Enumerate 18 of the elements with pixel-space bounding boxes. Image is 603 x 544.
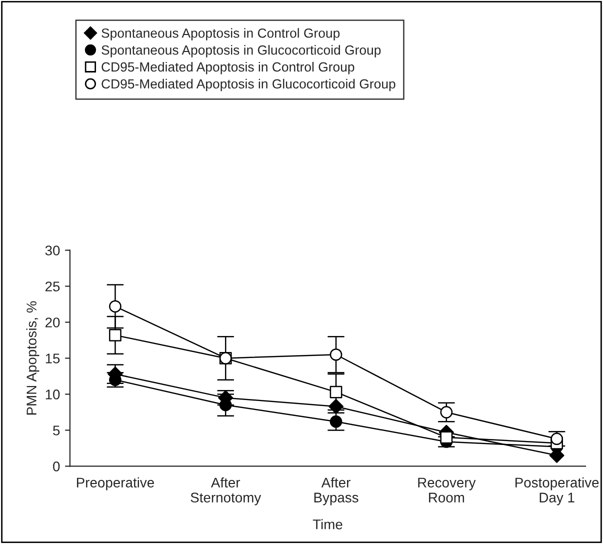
x-axis-title: Time bbox=[312, 519, 342, 530]
x-tick-label: Postoperative Day 1 bbox=[515, 477, 599, 506]
y-tick-label: 30 bbox=[45, 246, 60, 256]
legend-label: Spontaneous Apoptosis in Glucocorticoid Group bbox=[102, 45, 381, 58]
x-tick-label: After Bypass bbox=[314, 477, 358, 506]
x-tick-label: After Sternotomy bbox=[190, 477, 262, 506]
x-tick-label: Preoperative bbox=[76, 477, 154, 490]
y-axis-title: PMN Apoptosis, % bbox=[26, 301, 40, 415]
legend-label: CD95-Mediated Apoptosis in Control Group bbox=[102, 62, 354, 74]
y-tick-label: 20 bbox=[45, 318, 60, 328]
legend-label: Spontaneous Apoptosis in Control Group bbox=[102, 28, 340, 40]
x-tick-label: Recovery Room bbox=[418, 478, 476, 502]
y-tick-label: 10 bbox=[46, 390, 60, 400]
y-tick-label: 0 bbox=[53, 462, 60, 472]
legend-label: CD95-Mediated Apoptosis in Glucocorticoid Group bbox=[102, 78, 396, 92]
y-tick-label: 15 bbox=[46, 354, 60, 364]
y-tick-label: 25 bbox=[45, 282, 60, 292]
y-tick-label: 5 bbox=[53, 426, 60, 436]
